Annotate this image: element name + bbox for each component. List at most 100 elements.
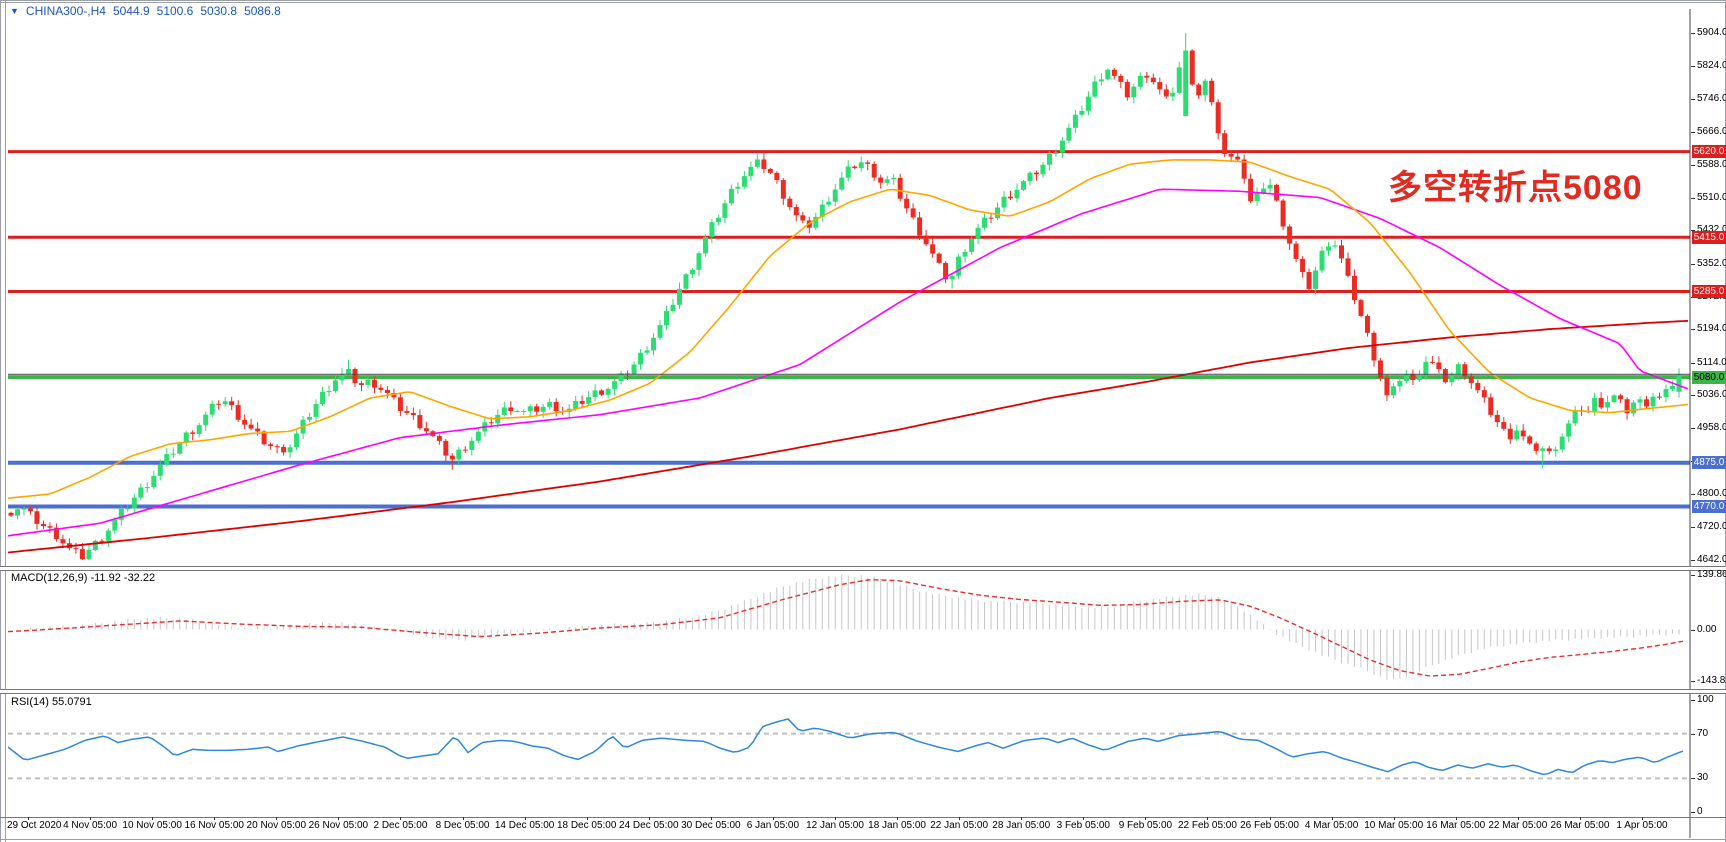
candle-body [1475,382,1481,391]
time-axis-border [0,817,1726,818]
time-tick-label: 22 Jan 05:00 [930,820,989,831]
candle-body [365,379,371,385]
time-tick-mark [772,817,774,820]
candle-body [865,162,871,164]
main-macd-separator[interactable] [0,566,1726,571]
candle-body [294,433,300,448]
candle-body [767,169,773,173]
time-tick-mark [1642,817,1643,820]
candle-body [832,189,838,202]
candle-body [1514,430,1520,440]
candle-body [170,453,176,455]
time-tick-label: 28 Jan 05:00 [992,820,1051,831]
macd-panel[interactable] [8,574,1684,680]
bar-high-value: 5100.6 [156,4,194,18]
candle-body [417,415,423,429]
rsi-tick-mark [1691,733,1695,735]
candle-body [1241,159,1247,179]
time-tick-label: 10 Nov 05:00 [122,820,182,831]
candle-body [1455,364,1461,374]
candle-body [676,288,682,305]
candle-body [1157,82,1163,90]
rsi-tick-label: 70 [1697,727,1709,739]
candle-body [644,350,650,353]
candle-body [281,446,287,453]
candle-body [1416,375,1422,380]
candle-body [1533,443,1539,451]
symbol-dropdown-icon[interactable]: ▼ [10,6,19,16]
price-tick-label: 5036.0 [1697,389,1726,401]
candle-body [904,198,910,209]
candle-body [1040,164,1046,175]
price-level-badge-5620.0: 5620.0 [1692,145,1726,159]
candle-body [943,262,949,280]
candle-body [534,406,540,412]
candle-body [1176,67,1182,93]
candle-body [1313,270,1319,289]
time-tick-label: 30 Dec 05:00 [681,820,741,831]
candle-body [1332,245,1338,247]
candle-body [177,443,183,454]
candle-body [1222,133,1228,155]
candle-body [1014,189,1020,199]
candle-body [1527,436,1533,444]
candle-body [352,369,358,384]
time-tick-mark [835,817,836,820]
rsi-panel[interactable] [8,718,1690,780]
candle-body [255,428,261,432]
candle-body [1546,448,1552,452]
time-tick-mark [897,817,899,820]
candle-body [813,216,819,228]
candle-body [144,487,150,489]
candle-body [741,176,747,187]
price-tick-mark [1691,132,1695,134]
candle-body [339,374,345,381]
candle-body [1319,250,1325,271]
candle-body [138,487,144,498]
annotation-text[interactable]: 多空转折点5080 [1388,169,1643,207]
candle-body [845,166,851,178]
time-tick-mark [1455,817,1457,820]
candle-body [501,407,507,415]
candle-body [1637,399,1643,403]
price-tick-mark [1691,329,1695,331]
price-tick-mark [1691,263,1695,265]
candle-body [112,519,118,531]
candle-body [514,411,520,413]
macd-tick-label: 0.00 [1697,623,1717,635]
candle-body [1436,362,1442,370]
candle-body [612,381,618,389]
time-tick-mark [959,817,961,820]
price-level-badge-5285.0: 5285.0 [1692,284,1726,298]
candle-body [1326,246,1332,251]
candle-body [897,177,903,199]
candle-body [216,403,222,405]
main-chart-panel[interactable] [8,33,1690,560]
candle-body [1494,414,1500,423]
candle-body [878,177,884,183]
time-tick-label: 4 Mar 05:00 [1304,820,1359,831]
time-tick-label: 16 Mar 05:00 [1426,820,1486,831]
candle-body [1163,89,1169,97]
time-tick-label: 20 Nov 05:00 [246,820,307,831]
price-level-badge-4875.0: 4875.0 [1692,456,1726,470]
time-tick-label: 22 Feb 05:00 [1177,820,1237,831]
time-tick-label: 16 Nov 05:00 [184,820,244,831]
candle-body [936,253,942,263]
price-tick-label: 4720.0 [1697,521,1726,533]
price-tick-mark [1691,164,1695,166]
candle-body [956,256,962,276]
window-splitter[interactable] [5,0,6,842]
macd-rsi-separator[interactable] [0,689,1726,694]
candle-body [1390,386,1396,396]
candle-body [1644,399,1650,407]
window-left-border [0,0,1,842]
candle-body [320,391,326,405]
candle-body [404,411,410,413]
candle-body [1481,390,1487,398]
candle-body [1020,181,1026,190]
candle-body [1105,69,1111,80]
time-tick-mark [400,817,402,820]
